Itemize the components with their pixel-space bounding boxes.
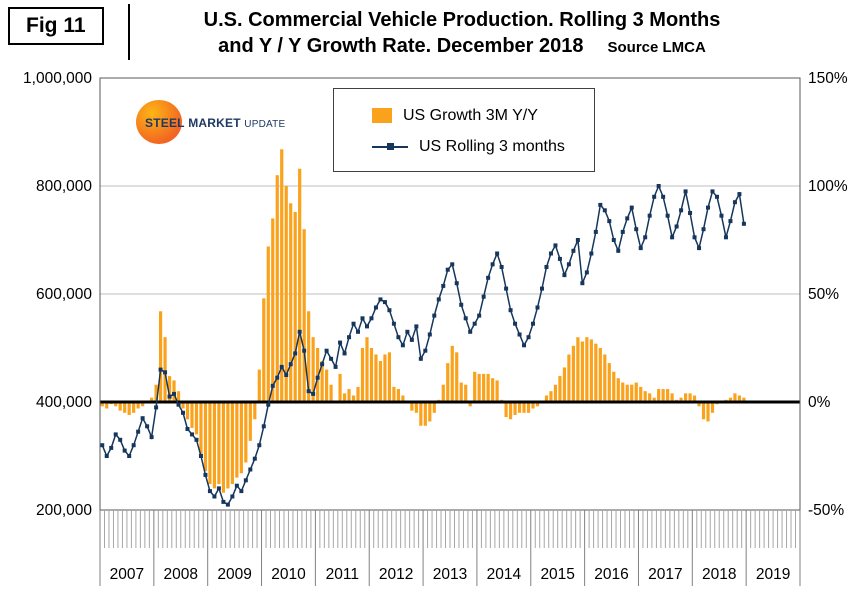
logo-word-market: MARKET — [188, 116, 241, 130]
svg-text:0%: 0% — [808, 394, 831, 411]
legend-item-growth: US Growth 3M Y/Y — [372, 100, 594, 131]
svg-text:200,000: 200,000 — [36, 502, 92, 519]
chart-title: U.S. Commercial Vehicle Production. Roll… — [132, 7, 792, 61]
svg-text:600,000: 600,000 — [36, 286, 92, 303]
legend-growth-label: US Growth 3M Y/Y — [403, 106, 538, 124]
legend-rolling-label: US Rolling 3 months — [419, 137, 565, 155]
svg-text:2014: 2014 — [487, 566, 522, 583]
svg-text:800,000: 800,000 — [36, 178, 92, 195]
chart-title-line1: U.S. Commercial Vehicle Production. Roll… — [203, 9, 721, 31]
logo-globe-icon — [136, 100, 182, 144]
legend-line-marker-icon — [372, 142, 408, 150]
svg-text:100%: 100% — [808, 178, 848, 195]
chart-legend: US Growth 3M Y/Y US Rolling 3 months — [333, 88, 595, 172]
svg-text:2019: 2019 — [756, 566, 790, 583]
svg-text:1,000,000: 1,000,000 — [23, 70, 92, 87]
figure-tag: Fig 11 — [8, 7, 104, 45]
logo-word-update: UPDATE — [244, 119, 286, 130]
chart-title-line2-row: and Y / Y Growth Rate. December 2018 Sour… — [132, 33, 792, 61]
svg-text:150%: 150% — [808, 70, 848, 87]
svg-text:2012: 2012 — [379, 566, 413, 583]
svg-text:50%: 50% — [808, 286, 839, 303]
svg-text:400,000: 400,000 — [36, 394, 92, 411]
chart-title-line2: and Y / Y Growth Rate. December 2018 — [218, 35, 584, 57]
svg-text:2010: 2010 — [271, 566, 306, 583]
source-label: Source LMCA — [607, 39, 706, 56]
logo-word-steel: STEEL — [145, 116, 185, 130]
legend-item-rolling: US Rolling 3 months — [372, 131, 594, 162]
svg-text:2007: 2007 — [110, 566, 144, 583]
svg-text:2009: 2009 — [217, 566, 251, 583]
svg-text:2018: 2018 — [702, 566, 736, 583]
logo-text: STEEL MARKET UPDATE — [145, 116, 285, 130]
svg-text:2011: 2011 — [326, 566, 359, 583]
svg-text:2016: 2016 — [594, 566, 628, 583]
svg-text:2008: 2008 — [164, 566, 198, 583]
svg-text:2015: 2015 — [540, 566, 574, 583]
title-divider — [128, 4, 130, 60]
svg-text:-50%: -50% — [808, 502, 844, 519]
legend-bar-swatch-icon — [372, 108, 392, 123]
svg-text:2013: 2013 — [433, 566, 467, 583]
smu-logo: STEEL MARKET UPDATE — [136, 100, 306, 146]
svg-text:2017: 2017 — [648, 566, 682, 583]
